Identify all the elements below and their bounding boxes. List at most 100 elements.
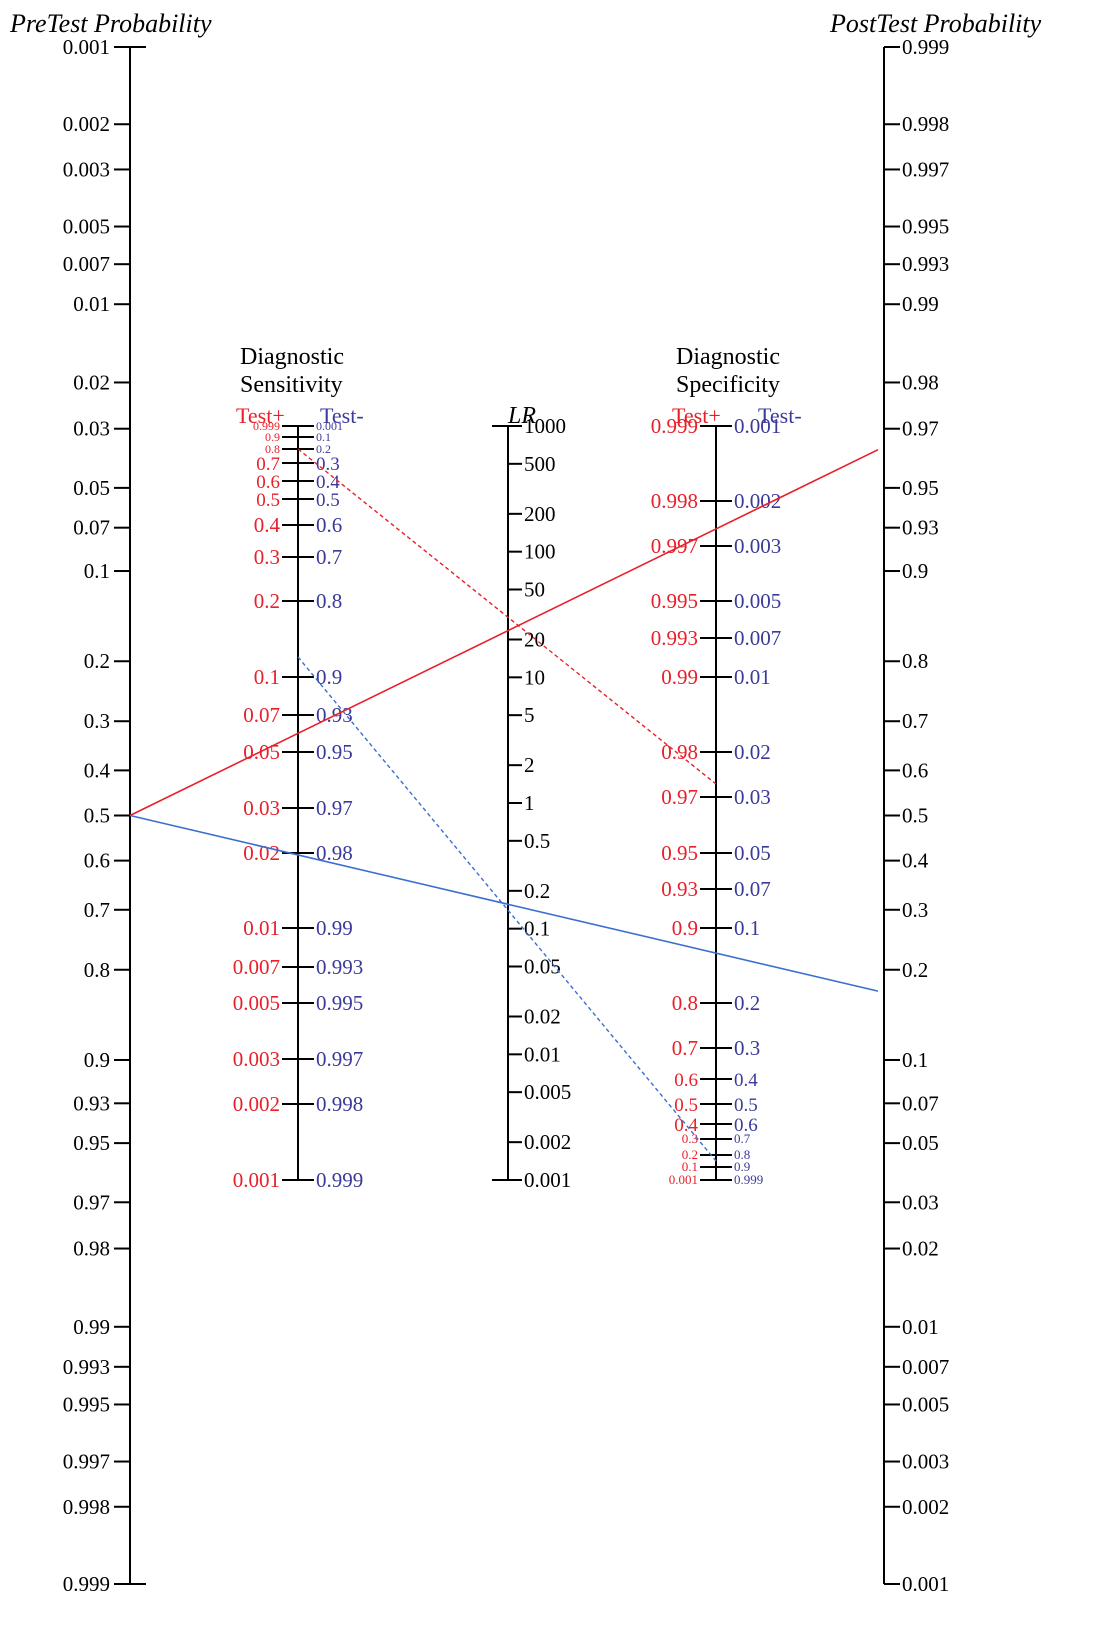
specificity-pos-label: 0.8 (672, 991, 698, 1015)
posttest-tick-label: 0.9 (902, 559, 928, 583)
pretest-tick-label: 0.98 (73, 1237, 110, 1261)
pretest-tick-label: 0.003 (63, 157, 110, 181)
pretest-tick-label: 0.95 (73, 1131, 110, 1155)
sensitivity-neg-label: 0.999 (316, 1168, 363, 1192)
sensitivity-pos-label: 0.03 (243, 796, 280, 820)
specificity-title-line1: Diagnostic (676, 344, 780, 370)
specificity-pos-label: 0.999 (651, 414, 698, 438)
specificity-pos-label: 0.001 (669, 1172, 698, 1187)
pretest-tick-label: 0.999 (63, 1572, 110, 1596)
posttest-tick-label: 0.999 (902, 35, 949, 59)
sensitivity-pos-label: 0.3 (254, 545, 280, 569)
pretest-tick-label: 0.6 (84, 849, 110, 873)
pretest-tick-label: 0.997 (63, 1450, 110, 1474)
sensitivity-pos-label: 0.02 (243, 841, 280, 865)
sensitivity-neg-label: 0.5 (316, 490, 340, 511)
pretest-tick-label: 0.2 (84, 649, 110, 673)
pretest-tick-label: 0.995 (63, 1392, 110, 1416)
posttest-tick-label: 0.93 (902, 516, 939, 540)
posttest-tick-label: 0.07 (902, 1091, 939, 1115)
pretest-tick-label: 0.005 (63, 215, 110, 239)
sensitivity-test-neg-header: Test- (320, 403, 364, 428)
sensitivity-pos-label: 0.5 (256, 490, 280, 511)
posttest-tick-label: 0.98 (902, 370, 939, 394)
specificity-neg-label: 0.1 (734, 916, 760, 940)
sensitivity-pos-label: 0.002 (233, 1092, 280, 1116)
specificity-neg-label: 0.03 (734, 785, 771, 809)
specificity-pos-label: 0.5 (674, 1095, 698, 1116)
sensitivity-pos-label: 0.8 (265, 442, 280, 456)
posttest-tick-label: 0.001 (902, 1572, 949, 1596)
posttest-tick-label: 0.998 (902, 112, 949, 136)
sensitivity-pos-label: 0.7 (256, 454, 280, 475)
posttest-tick-label: 0.4 (902, 849, 929, 873)
sensitivity-neg-label: 0.6 (316, 513, 342, 537)
pretest-tick-label: 0.8 (84, 958, 110, 982)
posttest-tick-label: 0.3 (902, 898, 928, 922)
posttest-tick-label: 0.997 (902, 157, 949, 181)
posttest-positive-line (129, 448, 879, 817)
sensitivity-neg-label: 0.2 (316, 442, 331, 456)
specificity-neg-label: 0.9 (734, 1159, 750, 1174)
specificity-pos-label: 0.997 (651, 534, 698, 558)
sensitivity-title-line1: Diagnostic (240, 344, 344, 370)
sensitivity-neg-label: 0.998 (316, 1092, 363, 1116)
lr-tick-label: 1000 (524, 414, 566, 438)
posttest-tick-label: 0.03 (902, 1190, 939, 1214)
lr-tick-label: 0.01 (524, 1042, 561, 1066)
posttest-tick-label: 0.97 (902, 417, 939, 441)
specificity-neg-label: 0.2 (734, 991, 760, 1015)
sensitivity-pos-label: 0.9 (265, 430, 280, 444)
specificity-pos-label: 0.6 (674, 1070, 698, 1091)
pretest-tick-label: 0.5 (84, 804, 110, 828)
pretest-tick-label: 0.99 (73, 1315, 110, 1339)
specificity-title-line2: Specificity (676, 372, 780, 398)
pretest-tick-label: 0.7 (84, 898, 110, 922)
pretest-tick-label: 0.998 (63, 1495, 110, 1519)
specificity-pos-label: 0.95 (661, 841, 698, 865)
lr-tick-label: 50 (524, 577, 545, 601)
sensitivity-pos-label: 0.1 (254, 665, 280, 689)
sensitivity-neg-label: 0.95 (316, 740, 353, 764)
sensitivity-neg-label: 0.1 (316, 430, 331, 444)
specificity-pos-label: 0.3 (682, 1131, 698, 1146)
posttest-tick-label: 0.8 (902, 649, 928, 673)
sensitivity-neg-label: 0.997 (316, 1047, 363, 1071)
sensitivity-neg-label: 0.98 (316, 841, 353, 865)
sensitivity-neg-label: 0.97 (316, 796, 353, 820)
sensitivity-pos-label: 0.2 (254, 589, 280, 613)
pretest-tick-label: 0.993 (63, 1355, 110, 1379)
pretest-tick-label: 0.97 (73, 1190, 110, 1214)
specificity-neg-label: 0.01 (734, 665, 771, 689)
posttest-tick-label: 0.5 (902, 804, 928, 828)
sensitivity-neg-label: 0.7 (316, 545, 342, 569)
posttest-tick-label: 0.02 (902, 1237, 939, 1261)
sensitivity-test-pos-header: Test+ (236, 403, 285, 428)
specificity-pos-label: 0.9 (672, 916, 698, 940)
lr-tick-label: 200 (524, 502, 556, 526)
specificity-pos-label: 0.98 (661, 740, 698, 764)
lr-tick-label: 5 (524, 703, 535, 727)
specificity-pos-label: 0.97 (661, 785, 698, 809)
specificity-pos-label: 0.998 (651, 489, 698, 513)
sensitivity-pos-label: 0.001 (233, 1168, 280, 1192)
specificity-neg-label: 0.5 (734, 1095, 758, 1116)
lr-tick-label: 0.1 (524, 917, 550, 941)
sensitivity-pos-label: 0.999 (253, 419, 280, 433)
pretest-tick-label: 0.01 (73, 292, 110, 316)
pretest-tick-label: 0.07 (73, 516, 110, 540)
lr-tick-label: 0.02 (524, 1005, 561, 1029)
sensitivity-neg-label: 0.993 (316, 955, 363, 979)
lr-tick-label: 500 (524, 452, 556, 476)
specificity-pos-label: 0.7 (672, 1036, 698, 1060)
sens-spec-positive-dashed-line (297, 448, 717, 785)
sensitivity-neg-label: 0.001 (316, 419, 343, 433)
pretest-tick-label: 0.007 (63, 252, 110, 276)
sensitivity-pos-label: 0.005 (233, 991, 280, 1015)
posttest-title: PostTest Probability (829, 9, 1042, 38)
lr-tick-label: 0.5 (524, 829, 550, 853)
posttest-tick-label: 0.99 (902, 292, 939, 316)
specificity-neg-label: 0.07 (734, 877, 771, 901)
specificity-test-pos-header: Test+ (672, 403, 721, 428)
